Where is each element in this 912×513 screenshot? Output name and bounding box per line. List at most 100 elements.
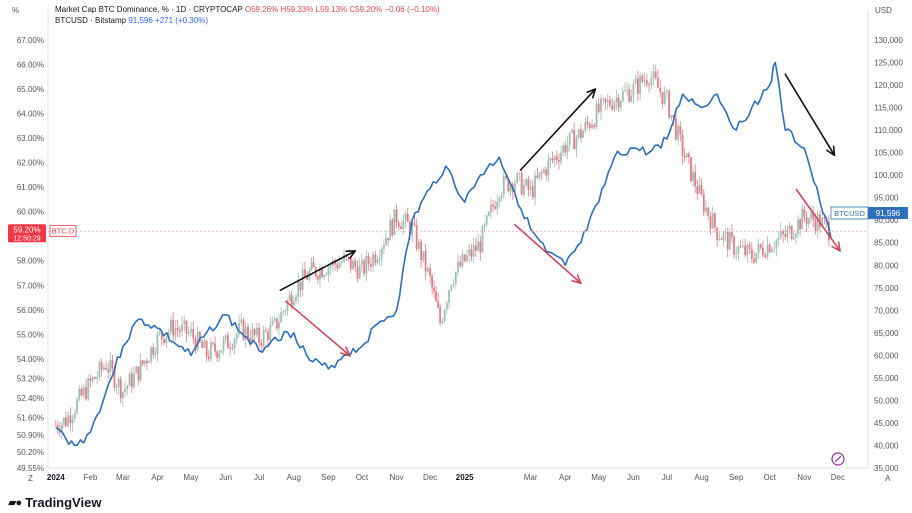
dominance-candle-body bbox=[764, 255, 767, 258]
dominance-candle-body bbox=[516, 173, 519, 183]
dominance-candle-body bbox=[494, 206, 497, 209]
dominance-candle-body bbox=[558, 159, 560, 162]
dominance-candle-body bbox=[553, 156, 556, 161]
dominance-candle-body bbox=[135, 366, 138, 374]
dominance-candle-body bbox=[269, 324, 272, 341]
dominance-candle-body bbox=[726, 232, 729, 250]
dominance-candle-body bbox=[169, 319, 172, 332]
dominance-candle-body bbox=[367, 255, 370, 265]
dominance-candle-body bbox=[167, 331, 170, 337]
dominance-candle-body bbox=[659, 87, 662, 93]
dominance-candle-body bbox=[784, 233, 787, 237]
dominance-candle-body bbox=[306, 276, 309, 280]
dominance-candle-body bbox=[352, 260, 354, 270]
dominance-candle-body bbox=[185, 320, 188, 334]
right-axis-tick-label: 105,000 bbox=[874, 149, 903, 158]
dominance-candle-body bbox=[334, 260, 337, 265]
x-axis-tick-label: Nov bbox=[797, 473, 811, 482]
left-axis-tick-label: 63.00% bbox=[17, 134, 44, 143]
dominance-candle-body bbox=[509, 184, 512, 192]
dominance-candle-body bbox=[492, 204, 494, 207]
dominance-candle-body bbox=[278, 322, 280, 329]
dominance-candle-body bbox=[573, 129, 576, 150]
dominance-candle-body bbox=[301, 269, 304, 291]
dominance-candle-body bbox=[96, 376, 99, 379]
auto-scale-button[interactable]: A bbox=[885, 474, 891, 483]
dominance-candle-body bbox=[91, 377, 94, 382]
dominance-candle-body bbox=[115, 386, 118, 388]
right-axis-tick-label: 80,000 bbox=[874, 261, 899, 270]
dominance-candle-body bbox=[810, 212, 812, 219]
timezone-button[interactable]: Z bbox=[28, 474, 33, 483]
dominance-candle-body bbox=[181, 324, 183, 332]
dominance-candle-body bbox=[661, 92, 664, 104]
dominance-candle-body bbox=[226, 335, 229, 349]
annotation-arrow-black-head bbox=[826, 145, 836, 157]
dominance-candle-body bbox=[382, 245, 385, 249]
right-axis-tick-label: 90,000 bbox=[874, 216, 899, 225]
dominance-candle-body bbox=[62, 417, 65, 425]
left-axis-tick-label: 49.55% bbox=[17, 464, 44, 473]
dominance-candle-body bbox=[107, 369, 110, 373]
dominance-candle-body bbox=[639, 75, 641, 94]
dominance-candle-body bbox=[551, 158, 554, 161]
dominance-candle-body bbox=[76, 399, 78, 414]
dominance-candle-body bbox=[130, 373, 133, 388]
dominance-candle-body bbox=[260, 342, 263, 346]
dominance-candle-body bbox=[529, 186, 532, 191]
annotation-arrow-black bbox=[519, 88, 597, 171]
dominance-candle-body bbox=[209, 342, 212, 359]
dominance-candle-body bbox=[422, 251, 425, 261]
dominance-candle-body bbox=[604, 98, 607, 103]
dominance-symbol-tag bbox=[49, 224, 77, 237]
dominance-candle-body bbox=[728, 232, 731, 250]
btcusd-line bbox=[55, 61, 832, 447]
dominance-candle-body bbox=[203, 341, 206, 348]
dominance-candle-body bbox=[89, 378, 92, 382]
dominance-candle-body bbox=[648, 84, 650, 86]
dominance-candle-body bbox=[284, 310, 287, 312]
dominance-candle-body bbox=[461, 254, 464, 267]
dominance-candle-body bbox=[54, 425, 57, 426]
dominance-candle-body bbox=[431, 275, 433, 288]
dominance-candle-body bbox=[582, 130, 585, 138]
dominance-candle-body bbox=[183, 320, 186, 325]
dominance-candle-body bbox=[409, 221, 411, 236]
dominance-candle-body bbox=[560, 152, 562, 162]
dominance-candle-body bbox=[143, 360, 146, 365]
dominance-candle-body bbox=[452, 283, 455, 286]
dominance-candle-body bbox=[111, 360, 114, 369]
dominance-candle-body bbox=[507, 178, 510, 192]
dominance-candle-body bbox=[249, 338, 252, 342]
dominance-candle-body bbox=[439, 307, 442, 323]
dominance-candle-body bbox=[690, 157, 692, 181]
annotation-arrow-red bbox=[795, 188, 841, 252]
x-axis-tick-label: Jul bbox=[662, 473, 672, 482]
dominance-candle-body bbox=[735, 253, 738, 255]
dominance-candle-body bbox=[586, 121, 589, 124]
left-axis-tick-label: 60.00% bbox=[17, 208, 44, 217]
dominance-candle-body bbox=[487, 211, 490, 216]
dominance-candle-body bbox=[87, 378, 90, 400]
x-axis-tick-label: Aug bbox=[694, 473, 708, 482]
legend-row-btcusd: BTCUSD · Bitstamp 91,596 +271 (+0.30%) bbox=[55, 15, 440, 26]
dominance-candle-body bbox=[470, 249, 473, 257]
x-axis-tick-label: Dec bbox=[831, 473, 845, 482]
dominance-candle-body bbox=[212, 342, 214, 344]
dominance-candle-body bbox=[271, 320, 274, 325]
left-axis-tick-label: 54.00% bbox=[17, 355, 44, 364]
left-axis-tick-label: 67.00% bbox=[17, 36, 44, 45]
dominance-candle-body bbox=[113, 368, 116, 388]
legend-dominance-ohlc: O59.26% H59.33% L59.13% C59.20% −0.06 (−… bbox=[244, 5, 440, 14]
annotation-arrow-red bbox=[514, 223, 582, 285]
tradingview-logo: ▰● TradingView bbox=[8, 495, 101, 510]
x-axis-tick-label: Jun bbox=[627, 473, 640, 482]
dominance-candle-body bbox=[218, 352, 221, 358]
right-axis-tick-label: 50,000 bbox=[874, 396, 899, 405]
dominance-candle-body bbox=[288, 294, 291, 301]
left-axis-tick-label: 50.20% bbox=[17, 448, 44, 457]
dominance-candle-body bbox=[178, 329, 181, 332]
dominance-candle-body bbox=[564, 145, 567, 153]
dominance-candle-body bbox=[454, 271, 457, 284]
